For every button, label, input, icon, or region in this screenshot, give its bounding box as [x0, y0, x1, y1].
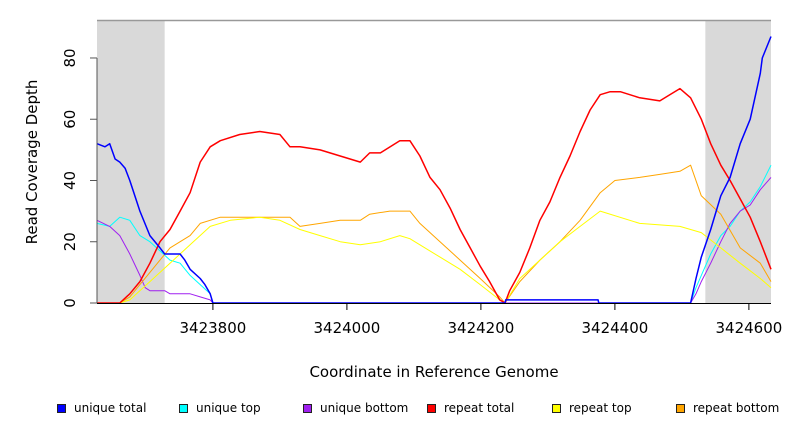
y-tick-label: 20	[61, 232, 79, 251]
y-axis-label: Read Coverage Depth	[23, 80, 41, 245]
legend-item-unique-bottom: unique bottom	[303, 401, 408, 415]
legend-swatch	[57, 403, 66, 413]
legend-item-repeat-total: repeat total	[427, 401, 514, 415]
legend-label: unique total	[74, 401, 147, 415]
legend-item-repeat-bottom: repeat bottom	[676, 401, 779, 415]
series-line-repeat-top	[97, 210, 772, 304]
series-line-repeat-total	[97, 87, 772, 304]
legend-swatch	[427, 403, 436, 413]
shaded-region	[97, 20, 165, 303]
x-tick-label: 3424400	[581, 319, 648, 337]
legend-swatch	[303, 403, 312, 413]
legend-label: repeat top	[569, 401, 632, 415]
legend-item-unique-top: unique top	[179, 401, 261, 415]
legend-swatch	[179, 403, 188, 413]
shaded-regions	[97, 20, 771, 303]
x-axis-ticks: 3423800 3424000 3424200 3424400 3424600	[180, 303, 782, 337]
legend-swatch	[552, 403, 561, 413]
x-tick-label: 3424600	[715, 319, 782, 337]
series-line-repeat-bottom	[97, 164, 772, 304]
legend-item-unique-total: unique total	[57, 401, 146, 415]
legend-label: unique top	[196, 401, 261, 415]
legend-item-repeat-top: repeat top	[552, 401, 632, 415]
y-tick-label: 0	[61, 298, 79, 308]
y-tick-label: 80	[61, 48, 79, 67]
y-axis-ticks: 0 20 40 60 80	[61, 48, 97, 308]
legend-label: repeat bottom	[693, 401, 780, 415]
series-line-unique-top	[96, 164, 772, 304]
x-axis-label: Coordinate in Reference Genome	[309, 363, 558, 381]
x-tick-label: 3424200	[447, 319, 514, 337]
series-line-unique-total	[96, 36, 772, 304]
shaded-region	[705, 20, 771, 303]
series-lines	[96, 36, 772, 304]
legend: unique total unique top unique bottom re…	[0, 401, 792, 417]
legend-label: unique bottom	[320, 401, 409, 415]
y-tick-label: 60	[61, 110, 79, 129]
series-line-unique-bottom	[96, 177, 772, 304]
y-tick-label: 40	[61, 171, 79, 190]
legend-label: repeat total	[444, 401, 515, 415]
x-tick-label: 3424000	[313, 319, 380, 337]
x-tick-label: 3423800	[180, 319, 247, 337]
legend-swatch	[676, 403, 685, 413]
